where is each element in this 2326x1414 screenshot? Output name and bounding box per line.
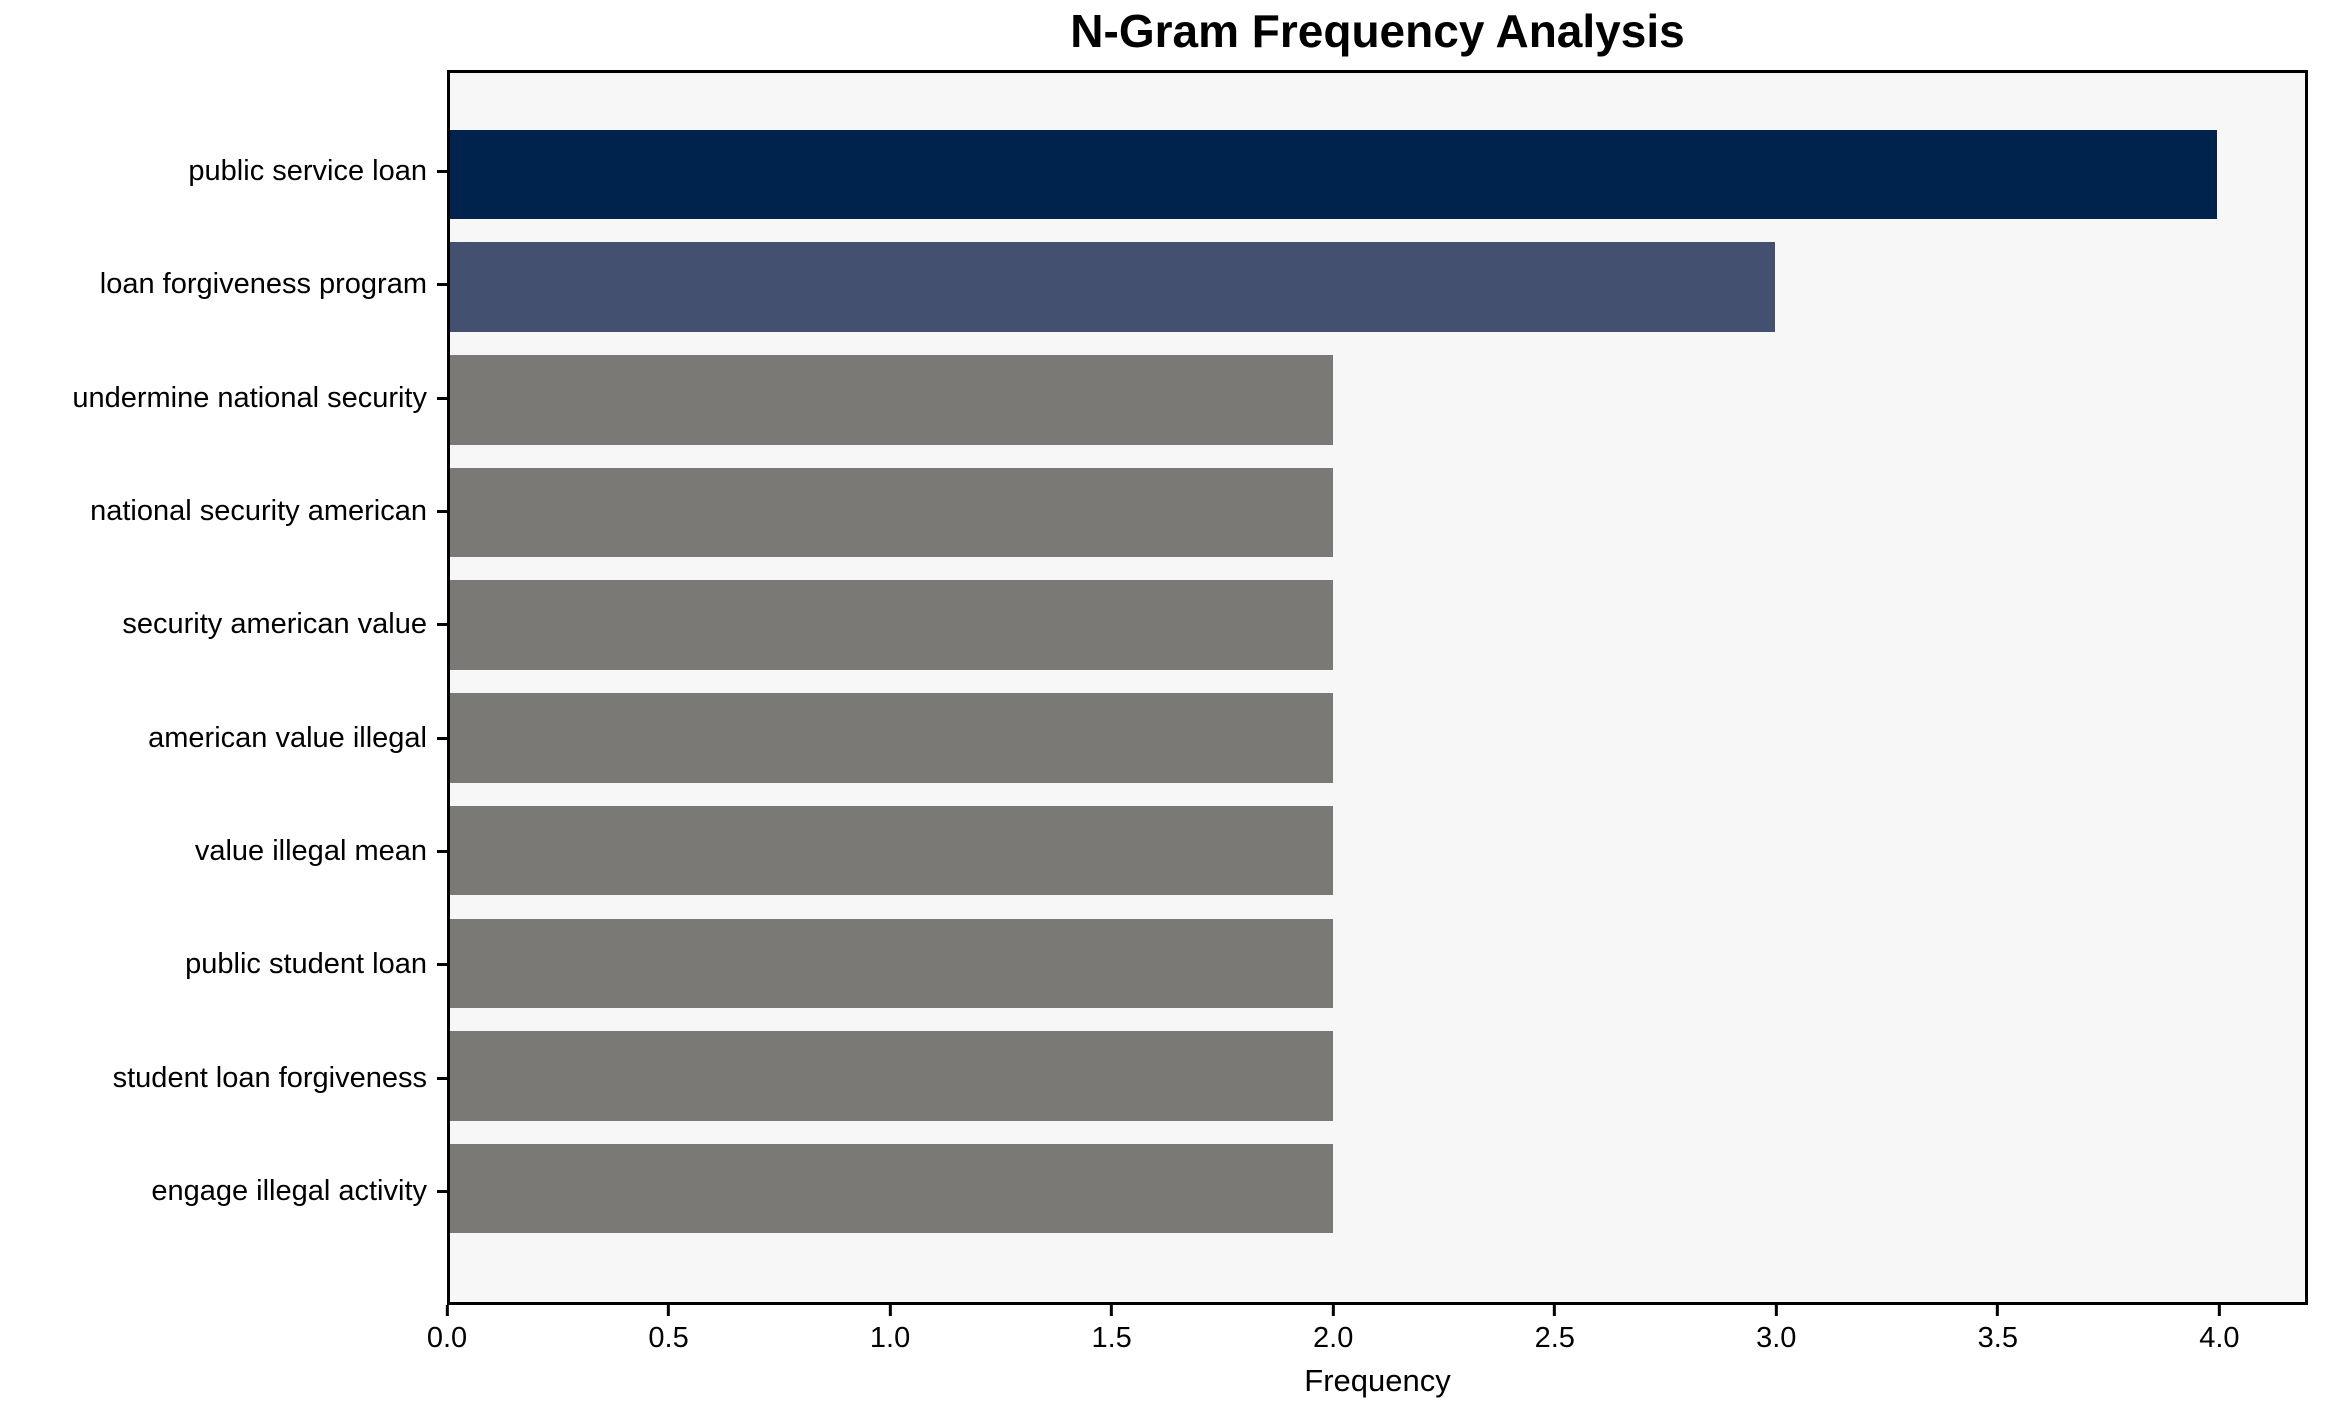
bar — [450, 467, 1334, 558]
x-tick: 0.5 — [648, 1305, 689, 1355]
y-label-row: engage illegal activity — [0, 1135, 447, 1248]
y-tick-mark — [437, 736, 447, 740]
x-tick-mark — [1774, 1305, 1778, 1316]
y-tick-mark — [437, 849, 447, 853]
bar — [450, 1143, 1334, 1234]
x-tick: 3.0 — [1756, 1305, 1796, 1355]
y-tick-mark — [437, 1076, 447, 1080]
bar-row — [450, 682, 2305, 795]
y-tick-mark — [437, 510, 447, 514]
bar — [450, 918, 1334, 1009]
bar-row — [450, 118, 2305, 231]
y-tick-label: american value illegal — [148, 721, 427, 754]
x-tick-label: 1.5 — [1091, 1322, 1132, 1354]
x-tick-mark — [445, 1305, 449, 1316]
x-tick-label: 0.5 — [648, 1322, 689, 1354]
y-tick-label: value illegal mean — [194, 834, 427, 867]
y-tick-label: public student loan — [185, 948, 427, 981]
x-tick: 1.5 — [1091, 1305, 1132, 1355]
y-axis-labels: public service loan loan forgiveness prog… — [0, 70, 447, 1305]
x-tick-mark — [1553, 1305, 1557, 1316]
y-tick-label: national security american — [90, 495, 427, 528]
x-tick: 0.0 — [427, 1305, 467, 1355]
x-tick-label: 3.0 — [1756, 1322, 1797, 1354]
x-tick-label: 3.5 — [1977, 1322, 2018, 1354]
x-tick: 2.0 — [1313, 1305, 1353, 1355]
bar-row — [450, 569, 2305, 682]
x-tick-mark — [888, 1305, 892, 1316]
y-tick-mark — [437, 396, 447, 400]
x-tick: 4.0 — [2199, 1305, 2240, 1355]
x-axis: 0.0 0.5 1.0 1.5 2.0 2.5 3.0 3.5 4.0 — [427, 1305, 2308, 1365]
y-label-row: american value illegal — [0, 681, 447, 794]
bar — [450, 805, 1334, 896]
y-label-row: public service loan — [0, 115, 447, 228]
x-tick-label: 4.0 — [2199, 1322, 2240, 1354]
y-tick-mark — [437, 283, 447, 287]
y-tick-label: loan forgiveness program — [99, 268, 427, 301]
bar — [450, 1031, 1334, 1121]
bar-row — [450, 231, 2305, 344]
y-tick-label: student loan forgiveness — [112, 1061, 427, 1094]
bar — [450, 580, 1334, 670]
x-tick-label: 2.0 — [1313, 1322, 1354, 1354]
y-label-row: security american value — [0, 568, 447, 681]
y-tick-label: security american value — [122, 608, 427, 641]
y-tick-mark — [437, 963, 447, 967]
y-label-row: public student loan — [0, 908, 447, 1021]
bar-row — [450, 1020, 2305, 1133]
y-label-row: national security american — [0, 455, 447, 568]
x-tick-mark — [2217, 1305, 2221, 1316]
x-tick-mark — [1331, 1305, 1335, 1316]
bar-row — [450, 1132, 2305, 1245]
bars — [450, 73, 2305, 1302]
y-tick-mark — [437, 623, 447, 627]
plot-area — [447, 70, 2308, 1305]
y-tick-label: public service loan — [188, 155, 427, 188]
y-label-row: student loan forgiveness — [0, 1021, 447, 1134]
y-tick-label: undermine national security — [72, 381, 427, 414]
y-label-row: undermine national security — [0, 342, 447, 455]
bar — [450, 693, 1334, 783]
bar-row — [450, 794, 2305, 907]
bar — [450, 242, 1775, 332]
bar-row — [450, 343, 2305, 456]
x-tick: 3.5 — [1978, 1305, 2018, 1355]
x-tick-mark — [1996, 1305, 2000, 1316]
x-tick-mark — [1110, 1305, 1114, 1316]
y-tick-mark — [437, 1189, 447, 1193]
y-label-row: loan forgiveness program — [0, 228, 447, 341]
y-tick-label: engage illegal activity — [151, 1174, 427, 1207]
x-tick-label: 0.0 — [426, 1322, 468, 1354]
bar — [450, 129, 2217, 220]
x-tick-label: 1.0 — [869, 1322, 911, 1354]
y-label-row: value illegal mean — [0, 795, 447, 908]
x-tick: 2.5 — [1535, 1305, 1575, 1355]
bar-row — [450, 907, 2305, 1020]
bar — [450, 355, 1334, 445]
x-tick-label: 2.5 — [1534, 1322, 1575, 1354]
bar-row — [450, 456, 2305, 569]
chart-title: N-Gram Frequency Analysis — [1070, 5, 1685, 57]
x-tick: 1.0 — [870, 1305, 910, 1355]
x-tick-mark — [667, 1305, 671, 1316]
y-tick-mark — [437, 170, 447, 174]
x-axis-title: Frequency — [1304, 1363, 1451, 1398]
